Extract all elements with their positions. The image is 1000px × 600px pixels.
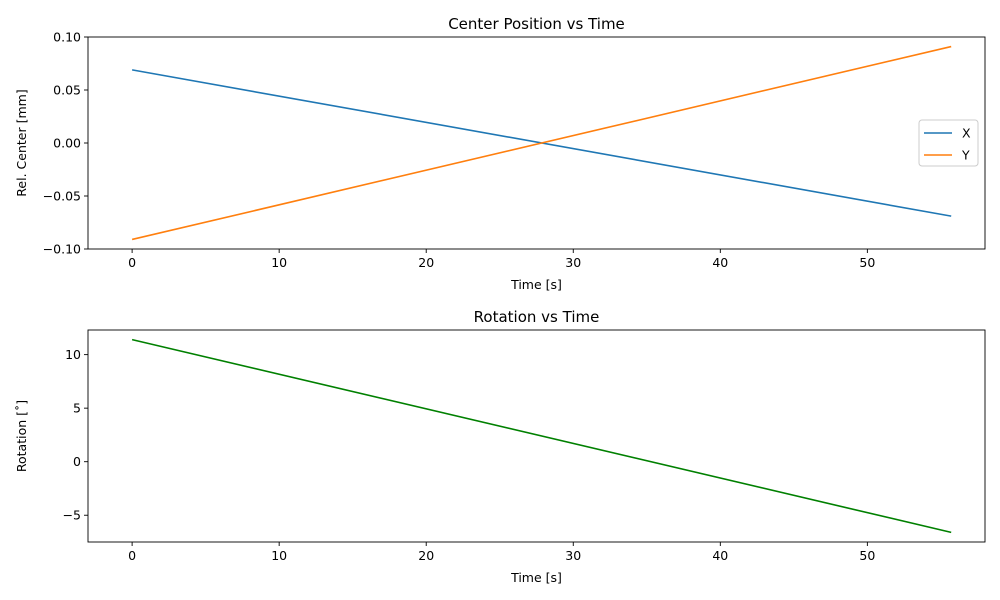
legend-label-y: Y <box>961 148 970 163</box>
y-tick-label: 10 <box>65 347 81 362</box>
series-line-1 <box>131 338 952 534</box>
chart-title: Center Position vs Time <box>448 15 625 33</box>
x-tick-label: 30 <box>565 548 581 563</box>
chart-panel-2: Rotation vs Time 0 10 20 30 40 50 −5 0 5 10 Time [s… <box>14 308 986 585</box>
x-tick-label: 20 <box>418 548 434 563</box>
x-axis-label: Time [s] <box>510 570 562 585</box>
y-tick-label: −0.10 <box>43 242 81 257</box>
chart-panel-1: Center Position vs Time 0 10 20 30 40 50 −0.10 −… <box>14 15 986 292</box>
x-tick-label: 40 <box>712 255 728 270</box>
y-tick-label: 0.05 <box>53 83 81 98</box>
x-tick-label: 0 <box>128 255 136 270</box>
y-tick-label: −0.05 <box>43 189 81 204</box>
legend: XY <box>918 119 979 167</box>
y-axis-label: Rotation [˚] <box>14 400 29 472</box>
y-tick-label: 0.00 <box>53 136 81 151</box>
x-tick-label: 50 <box>859 548 875 563</box>
y-tick-label: −5 <box>63 508 81 523</box>
y-tick-label: 0 <box>73 454 81 469</box>
x-tick-label: 0 <box>128 548 136 563</box>
x-axis-label: Time [s] <box>510 277 562 292</box>
x-tick-label: 50 <box>859 255 875 270</box>
y-tick-label: 0.10 <box>53 30 81 45</box>
x-tick-label: 10 <box>271 548 287 563</box>
series-line-y <box>131 45 952 241</box>
x-tick-label: 30 <box>565 255 581 270</box>
x-tick-label: 20 <box>418 255 434 270</box>
x-tick-label: 40 <box>712 548 728 563</box>
legend-label-x: X <box>962 126 971 141</box>
x-tick-label: 10 <box>271 255 287 270</box>
axes-frame <box>87 36 986 250</box>
chart-title: Rotation vs Time <box>474 308 600 326</box>
axes-frame <box>87 329 986 543</box>
y-axis-label: Rel. Center [mm] <box>14 89 29 196</box>
y-tick-label: 5 <box>73 401 81 416</box>
